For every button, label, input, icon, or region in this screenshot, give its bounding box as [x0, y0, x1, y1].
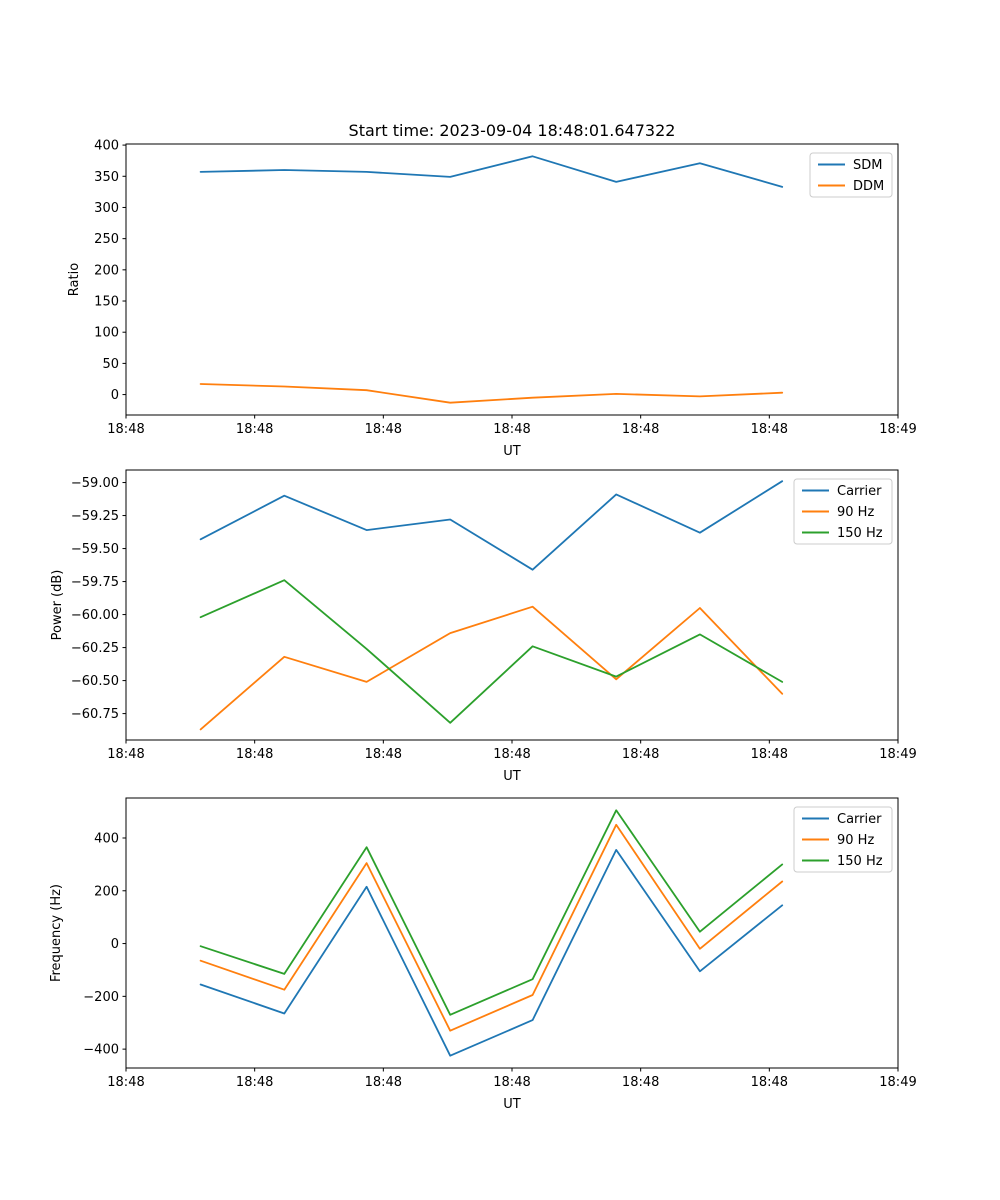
- y-tick-label: 400: [94, 139, 119, 154]
- x-tick-label: 18:48: [107, 1075, 144, 1090]
- y-tick-label: −59.75: [71, 575, 119, 590]
- x-tick-label: 18:48: [236, 422, 273, 437]
- series-line-150-hz: [199, 809, 784, 1016]
- legend-label: Carrier: [837, 812, 882, 827]
- y-tick-label: 50: [102, 357, 119, 372]
- x-tick-label: 18:48: [493, 747, 530, 762]
- legend: Carrier 90 Hz 150 Hz: [793, 478, 893, 545]
- series-line-150-hz: [199, 579, 784, 724]
- y-tick-label: 300: [94, 201, 119, 216]
- x-tick-label: 18:48: [365, 422, 402, 437]
- x-tick-label: 18:49: [879, 1075, 916, 1090]
- y-tick-label: −60.25: [71, 641, 119, 656]
- series-line-carrier: [199, 849, 784, 1057]
- x-tick-label: 18:48: [365, 747, 402, 762]
- figure-title: Start time: 2023-09-04 18:48:01.647322: [348, 121, 676, 140]
- axes-frame: [125, 143, 899, 416]
- y-tick-label: −60.50: [71, 674, 119, 689]
- x-tick-label: 18:49: [879, 747, 916, 762]
- x-tick-label: 18:48: [622, 422, 659, 437]
- legend-label: 150 Hz: [837, 526, 883, 541]
- y-tick-label: −59.25: [71, 509, 119, 524]
- y-tick-label: 200: [94, 884, 119, 899]
- y-tick-label: −400: [83, 1043, 119, 1058]
- y-tick-label: 200: [94, 263, 119, 278]
- x-tick-label: 18:48: [107, 747, 144, 762]
- legend-label: 90 Hz: [837, 505, 874, 520]
- legend-frame: [793, 806, 893, 873]
- x-tick-label: 18:48: [493, 1075, 530, 1090]
- x-tick-label: 18:48: [751, 1075, 788, 1090]
- y-tick-label: 100: [94, 326, 119, 341]
- legend-frame: [793, 478, 893, 545]
- y-tick-label: 0: [111, 388, 119, 403]
- subplot-3: 18:48 18:48 18:48 18:48 18:48 18:48 18:49 400 20…: [49, 797, 917, 1112]
- x-axis-label: UT: [503, 1097, 521, 1112]
- legend: SDM DDM: [809, 152, 893, 198]
- subplot-2: 18:48 18:48 18:48 18:48 18:48 18:48 18:49 −59.0…: [50, 469, 917, 784]
- x-axis-label: UT: [503, 444, 521, 459]
- legend-label: 90 Hz: [837, 833, 874, 848]
- axes-frame: [125, 797, 899, 1069]
- legend-label: SDM: [853, 158, 882, 173]
- x-tick-label: 18:48: [751, 747, 788, 762]
- subplot-1: 18:48 18:48 18:48 18:48 18:48 18:48 18:49 400 35…: [67, 139, 917, 459]
- y-tick-label: −60.75: [71, 707, 119, 722]
- y-tick-label: 150: [94, 295, 119, 310]
- legend-label: DDM: [853, 179, 884, 194]
- series-line-carrier: [199, 480, 784, 571]
- series-line-ddm: [199, 383, 784, 404]
- legend-label: 150 Hz: [837, 854, 883, 869]
- y-axis-label: Frequency (Hz): [49, 884, 64, 982]
- axes-frame: [125, 469, 899, 741]
- legend-label: Carrier: [837, 484, 882, 499]
- x-tick-label: 18:48: [622, 1075, 659, 1090]
- y-axis-label: Ratio: [67, 263, 82, 296]
- x-axis-label: UT: [503, 769, 521, 784]
- x-tick-label: 18:48: [622, 747, 659, 762]
- y-tick-label: −200: [83, 990, 119, 1005]
- x-tick-label: 18:48: [365, 1075, 402, 1090]
- y-tick-label: −59.50: [71, 542, 119, 557]
- y-axis-label: Power (dB): [50, 570, 65, 641]
- x-tick-label: 18:48: [493, 422, 530, 437]
- x-tick-label: 18:48: [236, 747, 273, 762]
- x-tick-label: 18:48: [751, 422, 788, 437]
- y-tick-label: −60.00: [71, 608, 119, 623]
- y-tick-label: 250: [94, 232, 119, 247]
- series-line-sdm: [199, 155, 784, 188]
- y-tick-label: −59.00: [71, 476, 119, 491]
- x-tick-label: 18:48: [236, 1075, 273, 1090]
- y-tick-label: 400: [94, 831, 119, 846]
- series-line-90-hz: [199, 823, 784, 1032]
- series-line-90-hz: [199, 605, 784, 731]
- x-tick-label: 18:48: [107, 422, 144, 437]
- legend: Carrier 90 Hz 150 Hz: [793, 806, 893, 873]
- x-tick-label: 18:49: [879, 422, 916, 437]
- y-tick-label: 0: [111, 937, 119, 952]
- y-tick-label: 350: [94, 170, 119, 185]
